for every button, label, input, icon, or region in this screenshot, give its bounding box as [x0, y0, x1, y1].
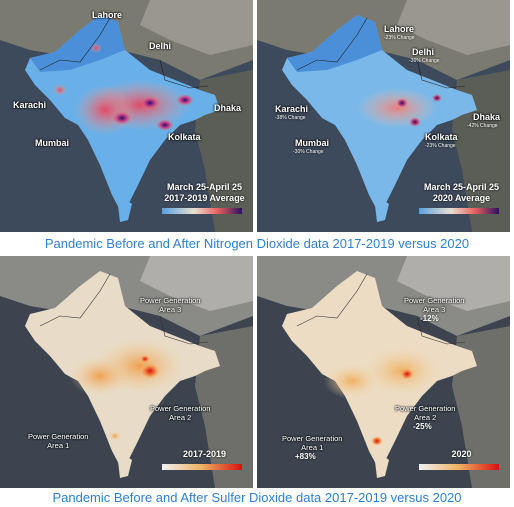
area1-change: +83% — [295, 452, 316, 461]
area3-label: Power Generation Area 3 — [140, 296, 201, 314]
city-label-dhaka: Dhaka — [473, 112, 501, 122]
change-dhaka: -42% Change — [467, 123, 498, 129]
area3-label: Power Generation Area 3 — [404, 296, 465, 314]
change-kolkata: -23% Change — [425, 143, 456, 149]
change-mumbai: -30% Change — [293, 149, 324, 155]
city-label-kolkata: Kolkata — [168, 132, 201, 142]
colorbar — [419, 464, 499, 470]
city-label-mumbai: Mumbai — [295, 138, 330, 148]
area2-label: Power Generation Area 2 — [395, 404, 456, 422]
so2-map-2020: Power Generation Area 3 -12% Power Genera… — [257, 256, 510, 488]
change-lahore: -23% Change — [384, 35, 415, 41]
colorbar — [162, 464, 242, 470]
change-karachi: -38% Change — [275, 115, 306, 121]
no2-map-2020: Lahore -23% Change Delhi -36% Change Kar… — [257, 0, 510, 232]
area3-change: -12% — [420, 314, 439, 323]
city-label-mumbai: Mumbai — [35, 138, 70, 148]
period-title: March 25-April 25 2017-2019 Average — [164, 182, 245, 203]
change-delhi: -36% Change — [409, 58, 440, 64]
city-label-delhi: Delhi — [149, 41, 172, 51]
city-label-karachi: Karachi — [13, 100, 47, 110]
period-title: March 25-April 25 2020 Average — [423, 182, 500, 203]
period-title: 2020 — [451, 449, 472, 459]
city-label-dhaka: Dhaka — [214, 103, 242, 113]
area2-change: -25% — [413, 422, 432, 431]
city-label-lahore: Lahore — [384, 24, 415, 34]
colorbar — [419, 208, 499, 214]
period-title: 2017-2019 — [182, 449, 227, 459]
no2-caption: Pandemic Before and After Nitrogen Dioxi… — [44, 236, 470, 251]
area1-label: Power Generation Area 1 — [28, 432, 89, 450]
city-label-lahore: Lahore — [92, 10, 123, 20]
area1-label: Power Generation Area 1 — [282, 434, 343, 452]
colorbar — [162, 208, 242, 214]
area2-label: Power Generation Area 2 — [150, 404, 211, 422]
city-label-kolkata: Kolkata — [425, 132, 458, 142]
so2-caption: Pandemic Before and After Sulfer Dioxide… — [52, 490, 462, 505]
city-label-karachi: Karachi — [275, 104, 309, 114]
city-label-delhi: Delhi — [412, 47, 435, 57]
no2-map-2017-2019: Lahore Delhi Karachi Mumbai Kolkata Dhak… — [0, 0, 253, 232]
so2-map-2017-2019: Power Generation Area 3 Power Generation A… — [0, 256, 253, 488]
